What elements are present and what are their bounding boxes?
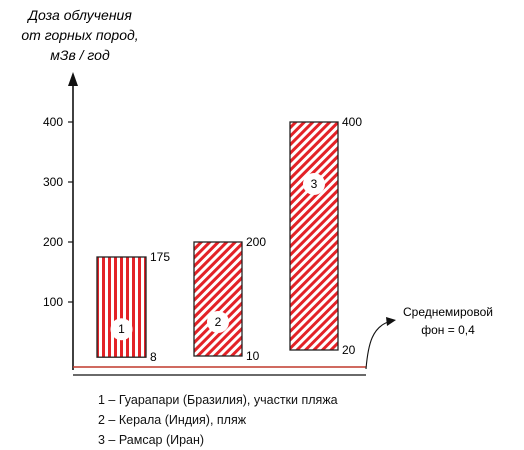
chart: Доза облучения от горных пород, мЗв / го…: [21, 7, 493, 376]
baseline-annotation: Среднемировой фон = 0,4: [365, 305, 493, 370]
y-tick-label: 300: [43, 175, 63, 189]
baseline-label-line: Среднемировой: [403, 305, 493, 319]
y-axis-arrow: [68, 72, 78, 86]
y-ticks: 100 200 300 400: [43, 115, 73, 309]
axes: [68, 72, 366, 376]
bar-high-label: 200: [246, 235, 266, 249]
baseline-label-line: фон = 0,4: [421, 323, 475, 337]
baseline-arrow-head: [386, 317, 396, 326]
bar-number-label: 3: [311, 177, 318, 191]
bar-number-label: 2: [215, 315, 222, 329]
bar-1: [96, 256, 147, 358]
legend: 1 – Гуарапари (Бразилия), участки пляжа …: [98, 390, 338, 450]
bar-high-label: 175: [150, 250, 170, 264]
baseline-arrow: [365, 320, 393, 370]
legend-item: 1 – Гуарапари (Бразилия), участки пляжа: [98, 393, 338, 407]
y-tick-label: 400: [43, 115, 63, 129]
bar-low-label: 20: [342, 343, 356, 357]
y-axis-title-line: Доза облучения: [26, 7, 132, 23]
y-tick-label: 200: [43, 235, 63, 249]
y-axis-title: Доза облучения от горных пород, мЗв / го…: [21, 7, 138, 63]
bar-number-bubble: [110, 318, 133, 341]
y-axis-title-line: от горных пород,: [21, 27, 138, 43]
bar-low-label: 8: [150, 350, 157, 364]
y-tick-label: 100: [43, 295, 63, 309]
bars: 1 175 8 2 200 10 3 400 20: [96, 115, 362, 364]
legend-item: 2 – Керала (Индия), пляж: [98, 413, 247, 427]
bar-3: [289, 121, 339, 351]
bar-number-bubble: [303, 173, 325, 195]
y-axis-title-line: мЗв / год: [50, 47, 110, 63]
legend-item: 3 – Рамсар (Иран): [98, 433, 205, 447]
bar-number-label: 1: [118, 322, 125, 336]
bar-low-label: 10: [246, 349, 260, 363]
bar-number-bubble: [207, 311, 229, 333]
bar-2: [193, 241, 243, 357]
bar-high-label: 400: [342, 115, 362, 129]
